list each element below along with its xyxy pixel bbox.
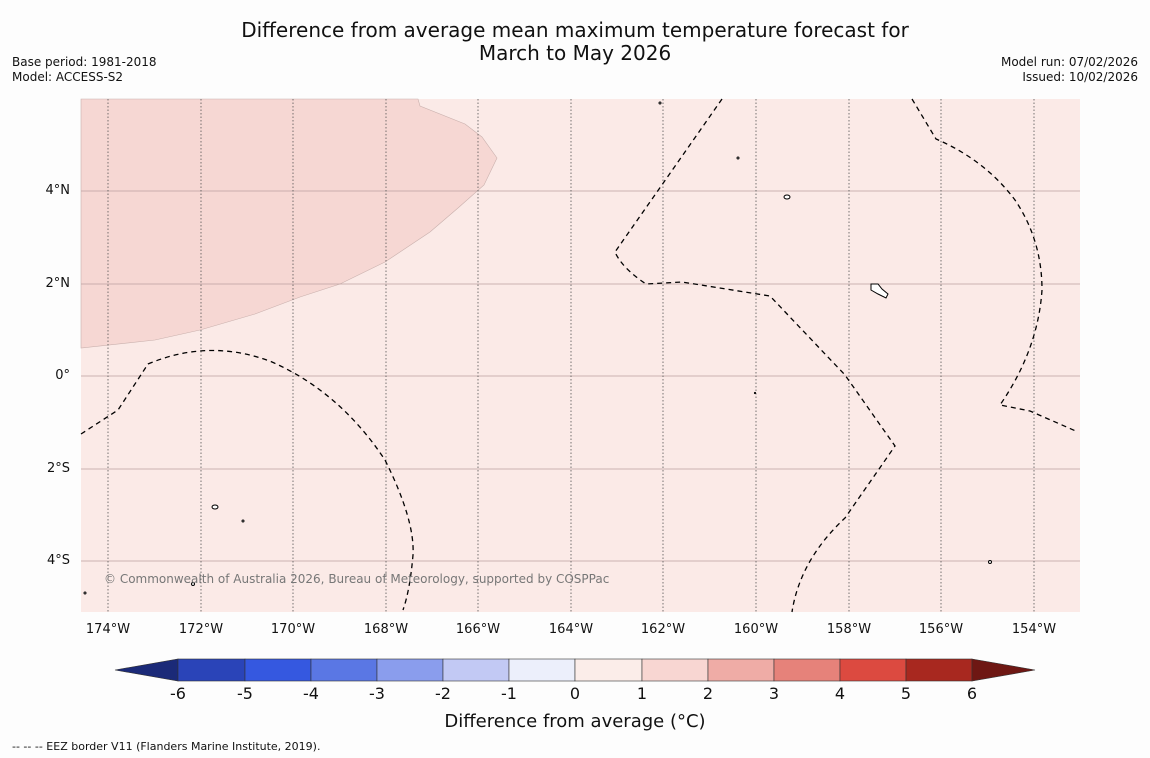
colorbar-bin	[442, 658, 510, 682]
colorbar-tick: 0	[569, 684, 581, 703]
eez-border-west	[80, 349, 414, 611]
colorbar-bin	[177, 658, 246, 682]
issued-date: Issued: 10/02/2026	[1022, 70, 1138, 84]
lat-label: 2°N	[45, 276, 71, 291]
eez-borders	[80, 98, 1079, 613]
island	[83, 591, 87, 595]
colorbar-extend-low	[114, 658, 179, 682]
model-name: Model: ACCESS-S2	[12, 70, 124, 84]
lat-label: 0°	[55, 368, 70, 383]
model-info: Base period: 1981-2018 Model: ACCESS-S2	[12, 55, 157, 85]
island	[870, 283, 889, 299]
lon-label: 166°W	[455, 622, 501, 637]
island	[191, 582, 195, 586]
colorbar-bin	[244, 658, 312, 682]
colorbar-tick: -4	[303, 684, 319, 703]
eez-border-central	[614, 98, 896, 613]
lat-label: 4°S	[46, 553, 70, 568]
map-title: Difference from average mean maximum tem…	[0, 19, 1150, 65]
eez-footnote: -- -- -- EEZ border V11 (Flanders Marine…	[12, 740, 321, 753]
colorbar-tick: -2	[435, 684, 451, 703]
colorbar-bin	[773, 658, 841, 682]
colorbar-tick: 1	[636, 684, 648, 703]
colorbar-tick: 5	[900, 684, 912, 703]
island	[988, 560, 992, 564]
colorbar-bin	[641, 658, 709, 682]
island	[753, 391, 757, 395]
colorbar-extend-high	[971, 658, 1036, 682]
colorbar-bin	[508, 658, 576, 682]
lon-label: 158°W	[826, 622, 872, 637]
island	[736, 156, 740, 160]
model-run-date: Model run: 07/02/2026	[1000, 55, 1138, 69]
lon-label: 160°W	[733, 622, 779, 637]
colorbar-tick: -1	[501, 684, 517, 703]
colorbar-tick: 4	[834, 684, 846, 703]
eez-border-east	[911, 98, 1079, 433]
colorbar	[114, 658, 1036, 682]
island	[241, 519, 245, 523]
colorbar-tick: 6	[966, 684, 978, 703]
copyright-notice: © Commonwealth of Australia 2026, Bureau…	[104, 572, 610, 586]
island	[658, 101, 662, 105]
anomaly-region-1-2	[80, 98, 498, 349]
colorbar-tick: 2	[702, 684, 714, 703]
colorbar-tick: 3	[768, 684, 780, 703]
islands	[83, 101, 992, 595]
lat-label: 4°N	[45, 183, 71, 198]
colorbar-label: Difference from average (°C)	[444, 711, 706, 732]
lon-label: 162°W	[640, 622, 686, 637]
island	[783, 194, 791, 200]
lon-label: 172°W	[178, 622, 224, 637]
colorbar-tick: -6	[170, 684, 186, 703]
title-line-2: March to May 2026	[478, 41, 672, 65]
base-period: Base period: 1981-2018	[12, 55, 157, 69]
colorbar-bin	[376, 658, 444, 682]
run-info: Model run: 07/02/2026 Issued: 10/02/2026	[1001, 55, 1138, 85]
colorbar-tick: -3	[369, 684, 385, 703]
colorbar-bin	[574, 658, 643, 682]
island	[211, 504, 219, 510]
lon-label: 156°W	[918, 622, 964, 637]
colorbar-bin	[707, 658, 775, 682]
lat-label: 2°S	[46, 461, 70, 476]
title-line-1: Difference from average mean maximum tem…	[241, 18, 909, 42]
lon-label: 154°W	[1011, 622, 1057, 637]
lon-label: 174°W	[85, 622, 131, 637]
colorbar-bin	[905, 658, 973, 682]
lon-label: 170°W	[270, 622, 316, 637]
lon-label: 168°W	[363, 622, 409, 637]
colorbar-bin	[839, 658, 907, 682]
gridlines	[81, 99, 1080, 612]
lon-label: 164°W	[548, 622, 594, 637]
colorbar-tick: -5	[237, 684, 253, 703]
colorbar-bin	[310, 658, 378, 682]
